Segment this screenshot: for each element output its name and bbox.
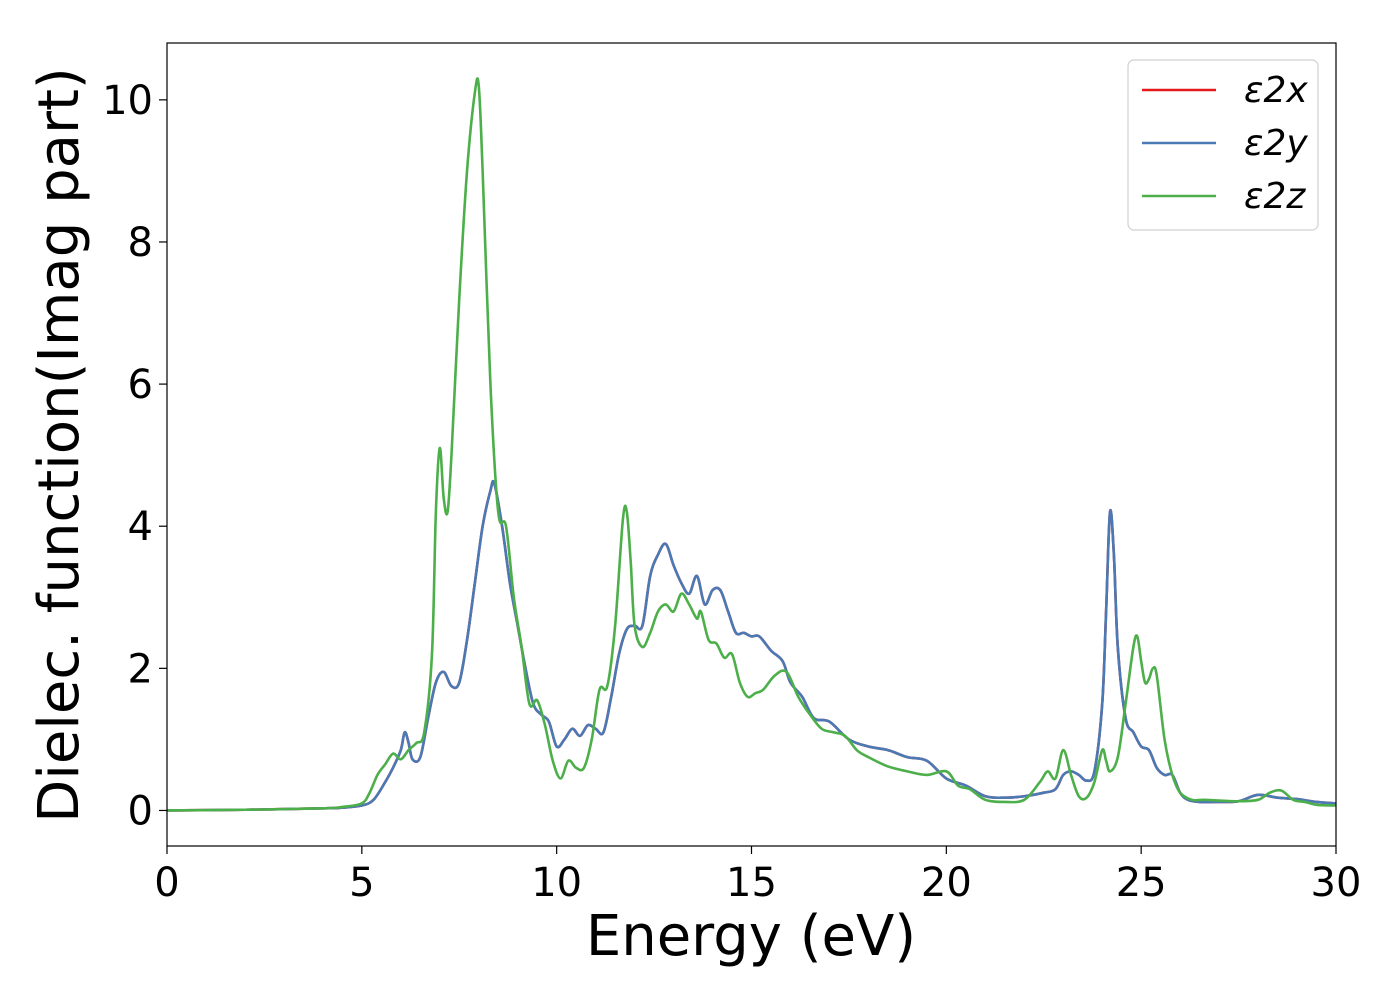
y-axis-ticks: 0 2 4 6 8 10	[102, 78, 167, 834]
series-layer	[166, 77, 1337, 812]
x-tick-label: 10	[531, 860, 582, 906]
y-tick-label: 8	[128, 220, 153, 266]
legend-label-2: ε2y	[1244, 123, 1308, 164]
y-tick-label: 10	[102, 78, 153, 124]
series-line-2	[166, 479, 1337, 812]
y-tick-label: 4	[128, 504, 153, 550]
x-axis-label: Energy (eV)	[586, 904, 916, 969]
y-tick-label: 0	[128, 788, 153, 834]
legend-entries: ε2x ε2y ε2z	[1142, 70, 1308, 217]
y-axis-label: Dielec. function(Imag part)	[27, 67, 92, 823]
x-tick-label: 30	[1311, 860, 1362, 906]
legend: ε2x ε2y ε2z	[1127, 59, 1319, 231]
series-line-3	[166, 77, 1337, 812]
y-tick-label: 6	[128, 362, 153, 408]
y-tick-label: 2	[128, 646, 153, 692]
x-tick-label: 0	[154, 860, 179, 906]
legend-box	[1127, 59, 1319, 231]
x-axis-ticks: 0 5 10 15 20 25 30	[154, 846, 1361, 906]
x-tick-label: 5	[349, 860, 374, 906]
x-tick-label: 15	[726, 860, 777, 906]
x-tick-label: 25	[1116, 860, 1167, 906]
legend-label-3: ε2z	[1244, 176, 1306, 217]
legend-label-1: ε2x	[1244, 70, 1308, 111]
x-tick-label: 20	[921, 860, 972, 906]
